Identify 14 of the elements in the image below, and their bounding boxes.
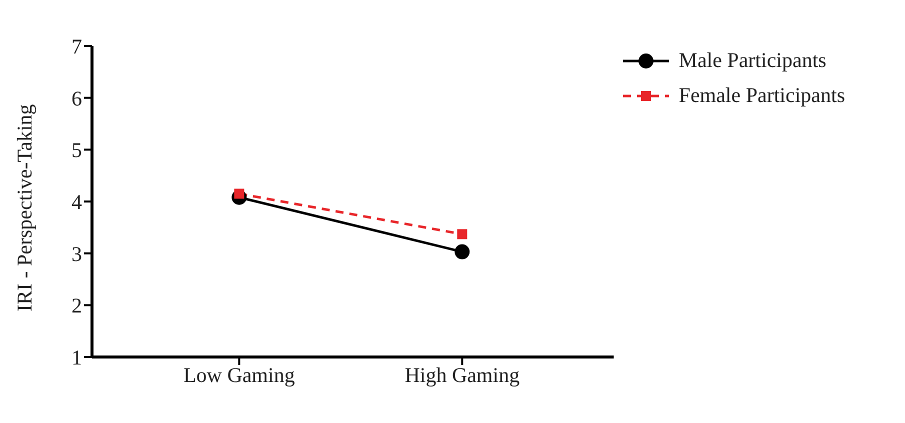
y-tick-label: 6 xyxy=(72,86,82,110)
y-axis-title: IRI - Perspective-Taking xyxy=(12,104,36,312)
y-tick-label: 4 xyxy=(72,190,82,214)
point xyxy=(457,229,468,240)
x-tick-label: High Gaming xyxy=(404,362,520,387)
point xyxy=(454,244,470,260)
y-tick-label: 2 xyxy=(72,294,82,318)
y-tick-label: 7 xyxy=(72,34,82,58)
y-tick-label: 1 xyxy=(72,345,82,370)
y-tick-label: 5 xyxy=(72,138,82,162)
y-tick-label: 3 xyxy=(72,242,82,266)
legend-label: Female Participants xyxy=(678,83,845,108)
x-tick-label: Low Gaming xyxy=(183,362,296,387)
legend-label: Male Participants xyxy=(678,48,826,73)
